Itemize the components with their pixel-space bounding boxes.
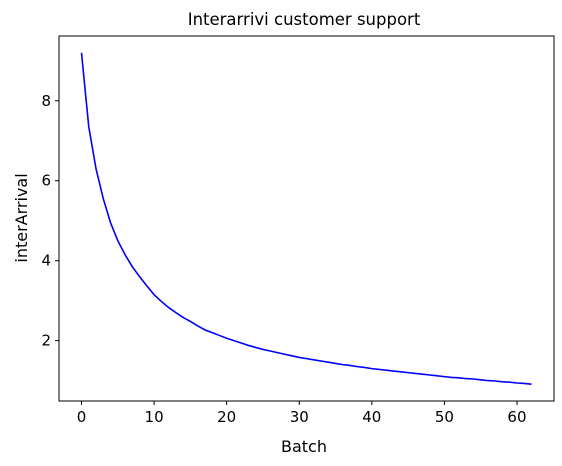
x-tick-label: 20 bbox=[217, 408, 236, 426]
y-tick-label: 6 bbox=[41, 172, 51, 190]
x-tick-label: 50 bbox=[435, 408, 454, 426]
x-tick-label: 10 bbox=[145, 408, 164, 426]
x-axis: 0 10 20 30 40 50 60 bbox=[77, 401, 527, 426]
x-tick-label: 60 bbox=[507, 408, 526, 426]
x-tick-label: 40 bbox=[362, 408, 381, 426]
x-axis-label: Batch bbox=[281, 437, 327, 456]
plot-area bbox=[80, 52, 532, 386]
y-axis: 2 4 6 8 bbox=[41, 92, 59, 350]
x-tick-label: 30 bbox=[290, 408, 309, 426]
chart-title: Interarrivi customer support bbox=[188, 10, 421, 29]
x-tick-label: 0 bbox=[77, 408, 87, 426]
y-tick-label: 2 bbox=[41, 332, 51, 350]
plot-frame bbox=[58, 35, 555, 402]
y-tick-label: 8 bbox=[41, 92, 51, 110]
series-line-0 bbox=[80, 52, 532, 386]
y-tick-label: 4 bbox=[41, 252, 51, 270]
y-axis-label: interArrival bbox=[12, 173, 31, 262]
